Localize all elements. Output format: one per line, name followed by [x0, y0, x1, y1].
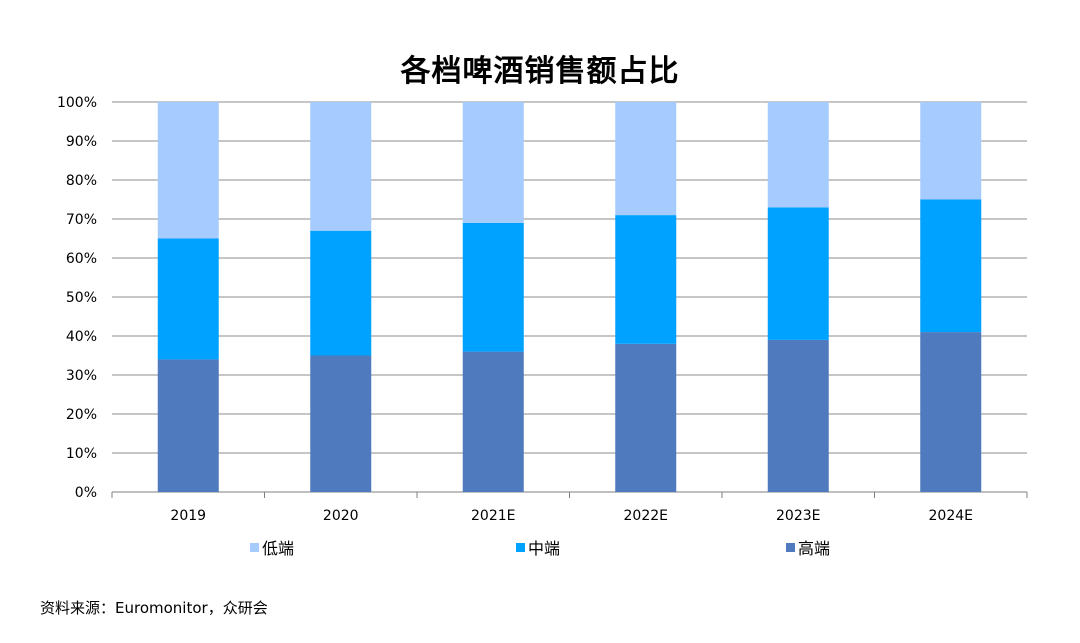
bar-segment — [920, 102, 982, 200]
y-tick-label: 70% — [66, 212, 97, 228]
bar-segment — [462, 351, 524, 492]
x-tick-label: 2024E — [929, 508, 973, 524]
bar-segment — [157, 102, 219, 239]
bar-segment — [615, 102, 677, 216]
y-tick-label: 50% — [66, 290, 97, 306]
chart-title: 各档啤酒销售额占比 — [400, 54, 680, 89]
bar-segment — [920, 332, 982, 492]
y-tick-label: 0% — [75, 485, 97, 501]
y-tick-label: 30% — [66, 368, 97, 384]
x-tick-label: 2019 — [170, 508, 206, 524]
y-tick-label: 40% — [66, 329, 97, 345]
stacked-bar-chart: 0% 10% 20% 30% 40% 50% 60% 70% 80% 90% 100% 2019 202… — [57, 95, 1028, 558]
legend-swatch — [250, 543, 259, 552]
bar-segment — [462, 222, 524, 352]
x-tick-label: 2022E — [624, 508, 668, 524]
bar-segment — [920, 199, 982, 333]
y-tick-label: 60% — [66, 251, 97, 267]
source-note: 资料来源：Euromonitor，众研会 — [40, 599, 268, 617]
bar-segment — [767, 339, 829, 492]
y-tick-label: 20% — [66, 407, 97, 423]
bar-segment — [462, 102, 524, 223]
bar-segment — [615, 343, 677, 492]
bar-segment — [310, 230, 372, 356]
y-tick-label: 80% — [66, 173, 97, 189]
bar-segment — [310, 355, 372, 492]
bar-segment — [615, 215, 677, 344]
x-tick-label: 2020 — [323, 508, 359, 524]
y-tick-label: 100% — [57, 95, 97, 111]
legend-swatch — [516, 543, 525, 552]
legend-label: 高端 — [798, 539, 830, 558]
x-tick-label: 2021E — [471, 508, 515, 524]
y-tick-label: 10% — [66, 446, 97, 462]
bar-segment — [157, 238, 219, 360]
legend-swatch — [786, 543, 795, 552]
bar-segment — [157, 359, 219, 492]
bar-segment — [310, 102, 372, 231]
y-tick-label: 90% — [66, 134, 97, 150]
x-tick-label: 2023E — [776, 508, 820, 524]
bar-segment — [767, 207, 829, 340]
legend-label: 低端 — [262, 539, 294, 558]
bar-segment — [767, 102, 829, 208]
legend-label: 中端 — [528, 539, 560, 558]
